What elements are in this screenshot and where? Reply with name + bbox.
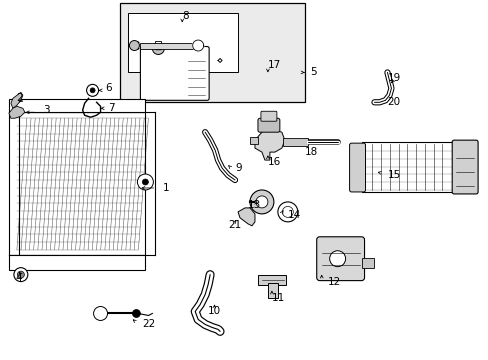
- Polygon shape: [9, 112, 155, 255]
- Polygon shape: [192, 40, 203, 51]
- Bar: [9, 99, 145, 112]
- FancyBboxPatch shape: [261, 111, 276, 121]
- Text: 21: 21: [227, 220, 241, 230]
- Text: 2: 2: [16, 93, 22, 103]
- Circle shape: [90, 88, 95, 93]
- Polygon shape: [11, 92, 23, 108]
- Circle shape: [255, 196, 267, 208]
- Circle shape: [18, 271, 24, 278]
- Circle shape: [93, 306, 107, 320]
- Text: 8: 8: [182, 11, 188, 21]
- FancyBboxPatch shape: [451, 140, 477, 194]
- Text: 15: 15: [386, 170, 400, 180]
- Text: 1: 1: [162, 183, 168, 193]
- Polygon shape: [238, 208, 254, 226]
- Text: 3: 3: [42, 105, 49, 115]
- Bar: [258, 275, 285, 285]
- FancyBboxPatch shape: [140, 46, 209, 100]
- Circle shape: [282, 206, 293, 217]
- Bar: [120, 3, 304, 102]
- Bar: [128, 13, 238, 72]
- Bar: [9, 255, 145, 270]
- Circle shape: [137, 174, 153, 190]
- Text: 11: 11: [271, 293, 285, 302]
- Circle shape: [129, 41, 139, 50]
- Circle shape: [142, 179, 148, 185]
- Text: 5: 5: [309, 67, 316, 77]
- Text: 20: 20: [386, 97, 400, 107]
- Bar: [249, 137, 258, 144]
- Circle shape: [152, 42, 164, 54]
- Text: 6: 6: [105, 84, 112, 93]
- Polygon shape: [254, 130, 285, 160]
- Circle shape: [277, 202, 297, 222]
- Text: 17: 17: [267, 60, 281, 71]
- Circle shape: [329, 251, 345, 267]
- Circle shape: [14, 268, 28, 282]
- Bar: [361, 142, 455, 192]
- Text: 13: 13: [247, 200, 261, 210]
- Text: 7: 7: [108, 103, 115, 113]
- Text: 18: 18: [304, 147, 317, 157]
- Text: 12: 12: [327, 276, 340, 287]
- Circle shape: [249, 190, 273, 214]
- Bar: [361, 258, 373, 268]
- Circle shape: [132, 310, 140, 318]
- Bar: [267, 283, 277, 298]
- Text: 16: 16: [267, 157, 281, 167]
- Circle shape: [86, 84, 99, 96]
- Text: 10: 10: [208, 306, 221, 316]
- Text: 14: 14: [287, 210, 301, 220]
- Bar: [155, 41, 161, 49]
- Polygon shape: [9, 106, 25, 118]
- Text: 22: 22: [142, 319, 155, 329]
- Bar: [282, 138, 307, 146]
- FancyBboxPatch shape: [349, 143, 365, 192]
- Text: 19: 19: [386, 73, 400, 84]
- Text: 9: 9: [235, 163, 241, 173]
- FancyBboxPatch shape: [316, 237, 364, 280]
- Text: 4: 4: [16, 273, 22, 283]
- FancyBboxPatch shape: [258, 118, 279, 132]
- Bar: [140, 42, 195, 49]
